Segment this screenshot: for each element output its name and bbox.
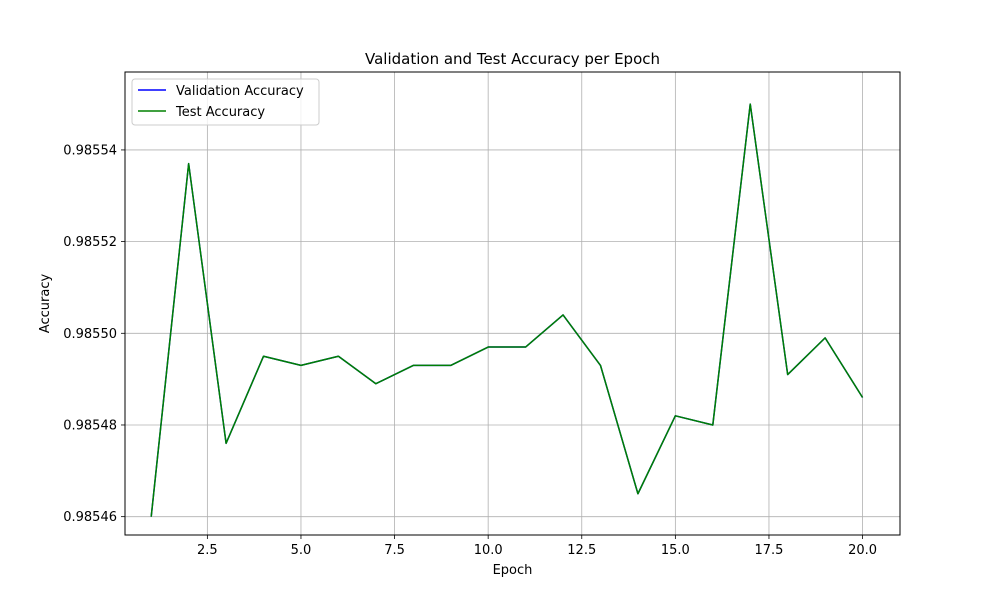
x-tick-label: 15.0 bbox=[661, 543, 690, 558]
y-tick-label: 0.98554 bbox=[63, 143, 117, 158]
x-tick-label: 10.0 bbox=[474, 543, 503, 558]
x-tick-label: 20.0 bbox=[848, 543, 877, 558]
legend-box bbox=[131, 78, 320, 126]
x-tick-label: 12.5 bbox=[567, 543, 596, 558]
legend-label-validation: Validation Accuracy bbox=[176, 84, 304, 99]
y-tick-label: 0.98546 bbox=[63, 510, 117, 525]
plot-frame bbox=[124, 71, 901, 536]
series-line-test bbox=[150, 103, 864, 517]
x-tick-label: 5.0 bbox=[291, 543, 312, 558]
x-axis-label: Epoch bbox=[493, 563, 533, 578]
x-tick-label: 17.5 bbox=[754, 543, 783, 558]
y-tick-label: 0.98552 bbox=[63, 235, 117, 250]
y-tick-label: 0.98550 bbox=[63, 327, 117, 342]
series-line-validation bbox=[150, 103, 864, 517]
x-tick-label: 2.5 bbox=[197, 543, 218, 558]
legend: Validation Accuracy Test Accuracy bbox=[131, 78, 320, 126]
y-tick-label: 0.98548 bbox=[63, 418, 117, 433]
chart-title: Validation and Test Accuracy per Epoch bbox=[365, 50, 660, 68]
y-axis-label: Accuracy bbox=[38, 274, 53, 334]
legend-label-test: Test Accuracy bbox=[175, 105, 265, 120]
axis-ticks: 2.5 5.0 7.5 10.0 12.5 15.0 17.5 20.0 0.98546 0.98… bbox=[63, 143, 877, 558]
x-tick-label: 7.5 bbox=[384, 543, 405, 558]
grid bbox=[125, 72, 900, 535]
series-lines bbox=[150, 103, 864, 517]
